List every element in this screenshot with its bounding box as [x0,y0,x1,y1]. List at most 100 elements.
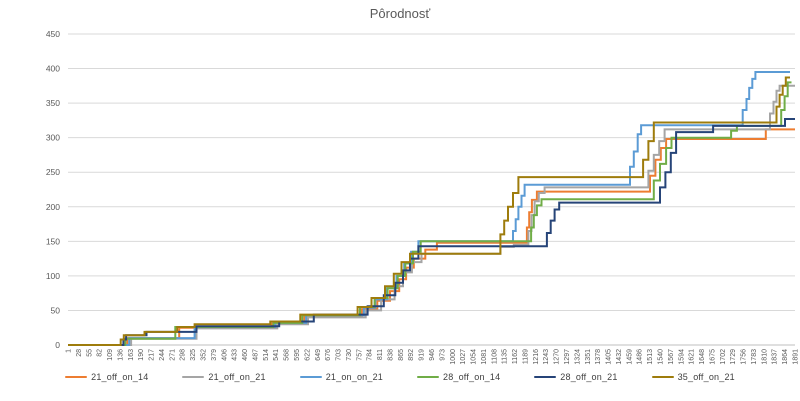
legend-item-21_on_on_21[interactable]: 21_on_on_21 [299,372,383,382]
x-axis-tick-label: 892 [408,349,415,361]
x-axis-tick-label: 1729 [730,349,737,365]
x-axis-tick-label: 649 [315,349,322,361]
x-axis-tick-label: 1756 [741,349,748,365]
x-axis-tick-label: 1108 [491,349,498,364]
x-axis-tick-label: 622 [304,349,311,361]
x-axis-tick-label: 1351 [585,349,592,365]
legend-item-28_off_on_14[interactable]: 28_off_on_14 [416,372,501,382]
x-axis-tick-label: 1162 [512,349,519,364]
x-axis-tick-label: 946 [429,349,436,361]
x-axis-tick-label: 1378 [595,349,602,365]
x-axis-tick-label: 1594 [678,349,685,365]
x-axis-tick-label: 1486 [637,349,644,365]
x-axis-tick-label: 1540 [657,349,664,365]
x-axis-tick-label: 1000 [450,349,457,365]
x-axis-tick-label: 1864 [782,349,789,365]
y-axis-tick-label: 400 [46,64,60,74]
legend: 21_off_on_14 21_off_on_21 21_on_on_21 28_of… [0,372,800,382]
series-line-21_on_on_21 [68,71,790,346]
x-axis-tick-label: 676 [325,349,332,361]
x-axis-tick-label: 784 [367,349,374,361]
legend-swatch-21_off_on_21 [182,375,205,379]
series-line-35_off_on_21 [68,76,790,346]
series-line-28_off_on_21 [68,118,795,346]
x-axis-tick-label: 568 [284,349,291,361]
x-axis-tick-label: 757 [356,349,363,361]
legend-item-21_off_on_21[interactable]: 21_off_on_21 [182,372,266,382]
x-axis-tick-label: 1459 [626,349,633,365]
x-axis-tick-label: 1648 [699,349,706,365]
y-axis-tick-label: 0 [55,340,60,350]
series-line-21_off_on_14 [68,128,795,346]
x-axis-tick-label: 487 [252,349,259,361]
x-axis-tick-label: 109 [107,349,114,361]
legend-label: 35_off_on_21 [677,372,735,382]
x-axis-tick-label: 325 [190,349,197,361]
x-axis-tick-label: 514 [263,349,270,361]
x-axis-tick-label: 865 [398,349,405,361]
x-axis-tick-label: 1567 [668,349,675,365]
x-axis-tick-label: 919 [419,349,426,361]
x-axis-tick-label: 1324 [574,349,581,365]
x-axis-tick-label: 379 [211,349,218,361]
x-axis-tick-label: 811 [377,349,384,360]
x-axis-tick-label: 460 [242,349,249,361]
x-axis-tick-label: 298 [180,349,187,361]
y-axis-tick-label: 200 [46,202,60,212]
x-axis-tick-label: 271 [169,349,176,361]
legend-label: 21_on_on_21 [325,372,383,382]
x-axis-tick-label: 190 [138,349,145,361]
x-axis-tick-label: 406 [221,349,228,361]
y-axis-tick-label: 300 [46,133,60,143]
legend-item-21_off_on_14[interactable]: 21_off_on_14 [65,372,148,382]
x-axis-tick-label: 703 [336,349,343,361]
x-axis-tick-label: 136 [117,349,124,361]
x-axis-tick-label: 1189 [522,349,529,364]
legend-label: 28_off_on_14 [442,372,501,382]
x-axis-tick-label: 1702 [720,349,727,365]
x-axis-tick-label: 1297 [564,349,571,365]
x-axis-tick-label: 973 [439,349,446,361]
x-axis-tick-label: 595 [294,349,301,361]
y-axis-tick-label: 450 [46,29,60,39]
x-axis-tick-label: 838 [387,349,394,361]
legend-label: 28_off_on_21 [560,372,618,382]
legend-swatch-21_off_on_14 [65,375,88,379]
x-axis-tick-label: 730 [346,349,353,361]
x-axis-tick-label: 352 [201,349,208,361]
series-line-21_off_on_21 [68,84,795,346]
x-axis-tick-label: 1270 [554,349,561,365]
x-axis-tick-label: 1891 [793,349,800,365]
legend-swatch-28_off_on_21 [534,375,557,379]
x-axis-tick-label: 1513 [647,349,654,365]
legend-item-28_off_on_21[interactable]: 28_off_on_21 [534,372,617,382]
x-axis-tick-label: 1675 [709,349,716,365]
legend-swatch-35_off_on_21 [651,375,674,379]
legend-swatch-21_on_on_21 [299,375,322,379]
legend-swatch-28_off_on_14 [416,375,439,379]
x-axis-tick-label: 1135 [502,349,509,364]
legend-item-35_off_on_21[interactable]: 35_off_on_21 [651,372,735,382]
legend-label: 21_off_on_14 [91,372,149,382]
x-axis-tick-label: 1810 [761,349,768,365]
x-axis-tick-label: 1054 [471,349,478,365]
x-axis-tick-label: 1621 [689,349,696,365]
x-axis-tick-label: 1432 [616,349,623,365]
x-axis-tick-label: 217 [149,349,156,361]
x-axis-tick-label: 1081 [481,349,488,365]
legend-label: 21_off_on_21 [208,372,266,382]
x-axis-tick-label: 163 [128,349,135,361]
x-axis-tick-label: 1243 [543,349,550,365]
chart-title: Pôrodnosť [369,6,431,21]
x-axis-tick-label: 433 [232,349,239,361]
x-axis-tick-label: 82 [97,349,104,357]
y-axis-tick-label: 50 [51,305,61,315]
x-axis-tick-label: 541 [273,349,280,361]
x-axis-tick-label: 1216 [533,349,540,365]
x-axis-tick-label: 28 [76,349,83,357]
x-axis-tick-label: 1 [66,349,73,353]
x-axis-tick-label: 55 [86,349,93,357]
y-axis-tick-label: 350 [46,98,60,108]
